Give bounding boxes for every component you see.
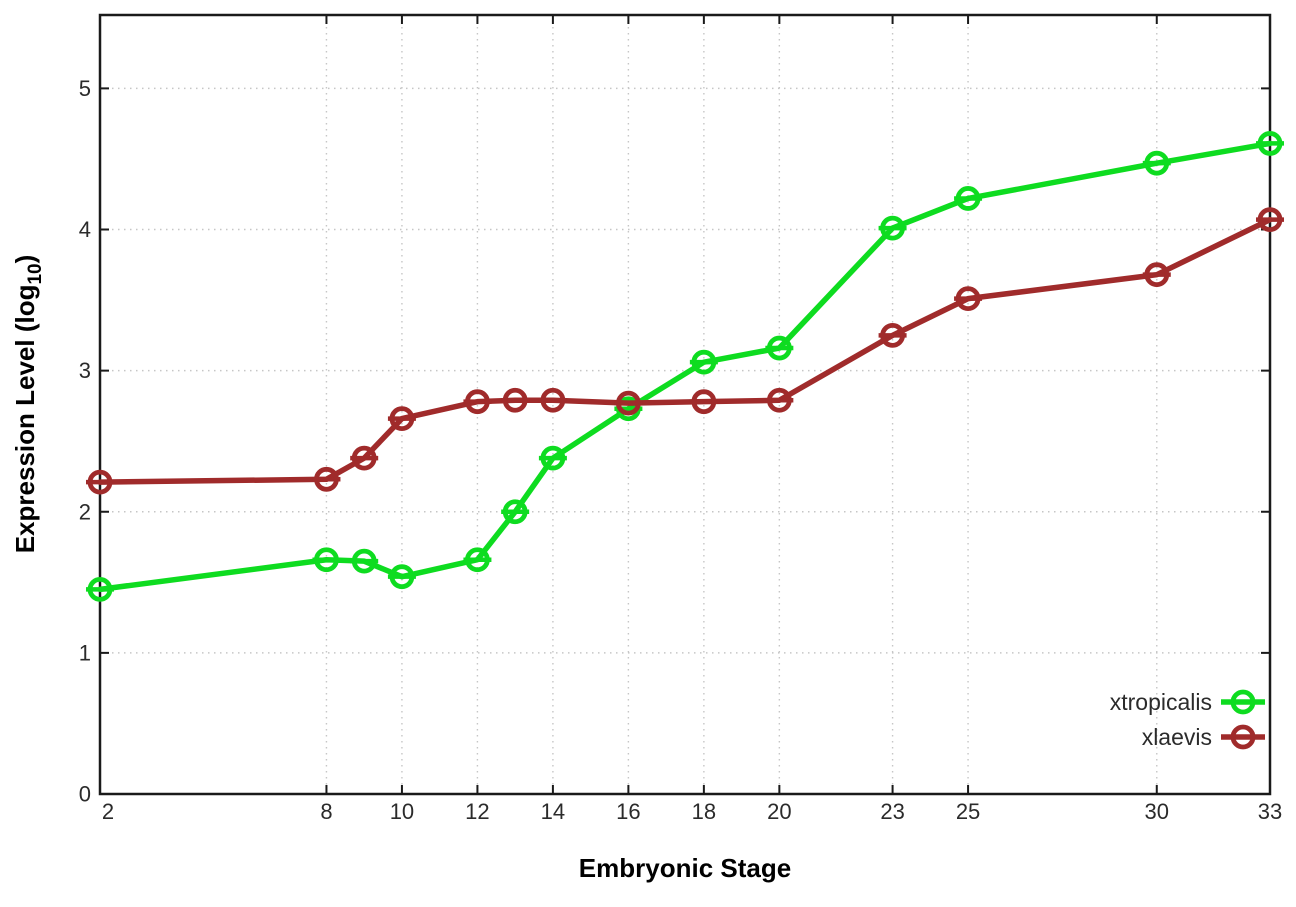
x-tick-label: 23 [880, 799, 904, 824]
data-point-marker-xlaevis [314, 466, 339, 492]
legend-label-xtropicalis: xtropicalis [1110, 689, 1212, 715]
data-point-marker-xtropicalis [314, 547, 339, 573]
y-tick-label: 0 [79, 782, 91, 807]
data-point-marker-xlaevis [766, 387, 792, 413]
data-point-marker-xlaevis [465, 389, 490, 415]
data-point-marker-xlaevis [615, 390, 641, 416]
x-tick-label: 18 [692, 799, 716, 824]
x-tick-label: 30 [1145, 799, 1169, 824]
x-tick-label: 20 [767, 799, 791, 824]
y-tick-label: 4 [79, 217, 91, 242]
data-point-marker-xtropicalis [955, 186, 981, 211]
x-tick-label: 8 [320, 799, 332, 824]
data-point-marker-xlaevis [1257, 207, 1283, 233]
data-point-marker-xtropicalis [766, 335, 792, 361]
legend-label-xlaevis: xlaevis [1142, 724, 1212, 750]
x-tick-label: 25 [956, 799, 980, 824]
y-tick-label: 5 [79, 76, 91, 101]
y-tick-label: 3 [79, 358, 91, 383]
data-point-marker-xlaevis [691, 389, 717, 415]
x-tick-label: 33 [1258, 799, 1282, 824]
data-point-marker-xtropicalis [1257, 131, 1283, 156]
data-point-marker-xlaevis [351, 445, 377, 471]
data-point-marker-xtropicalis [502, 499, 528, 525]
data-point-marker-xlaevis [389, 406, 415, 432]
x-tick-label: 16 [616, 799, 640, 824]
data-point-marker-xtropicalis [87, 576, 113, 602]
x-tick-label: 10 [390, 799, 414, 824]
data-point-marker-xlaevis [540, 387, 566, 413]
legend-marker-xlaevis [1230, 724, 1256, 750]
data-point-marker-xlaevis [880, 322, 905, 348]
y-tick-label: 1 [79, 640, 91, 665]
data-point-marker-xtropicalis [691, 349, 717, 375]
data-point-marker-xlaevis [1144, 262, 1170, 288]
plot-border [98, 13, 1272, 796]
data-point-marker-xlaevis [955, 286, 981, 312]
x-tick-label: 2 [102, 799, 114, 824]
data-point-marker-xtropicalis [465, 547, 490, 573]
data-point-marker-xtropicalis [540, 445, 566, 471]
data-point-marker-xtropicalis [389, 564, 415, 590]
x-tick-label: 12 [465, 799, 489, 824]
data-point-marker-xlaevis [502, 387, 528, 413]
x-tick-label: 14 [541, 799, 565, 824]
series-line-xtropicalis [97, 140, 1273, 593]
data-point-marker-xtropicalis [351, 548, 377, 574]
y-axis-title: Expression Level (log10) [10, 255, 46, 554]
legend-marker-xtropicalis [1230, 689, 1256, 715]
series-line-xlaevis [97, 216, 1273, 485]
data-point-marker-xtropicalis [880, 215, 905, 241]
x-axis-title: Embryonic Stage [579, 853, 791, 883]
y-tick-label: 2 [79, 499, 91, 524]
data-point-marker-xtropicalis [1144, 150, 1170, 176]
data-point-marker-xlaevis [87, 469, 113, 495]
